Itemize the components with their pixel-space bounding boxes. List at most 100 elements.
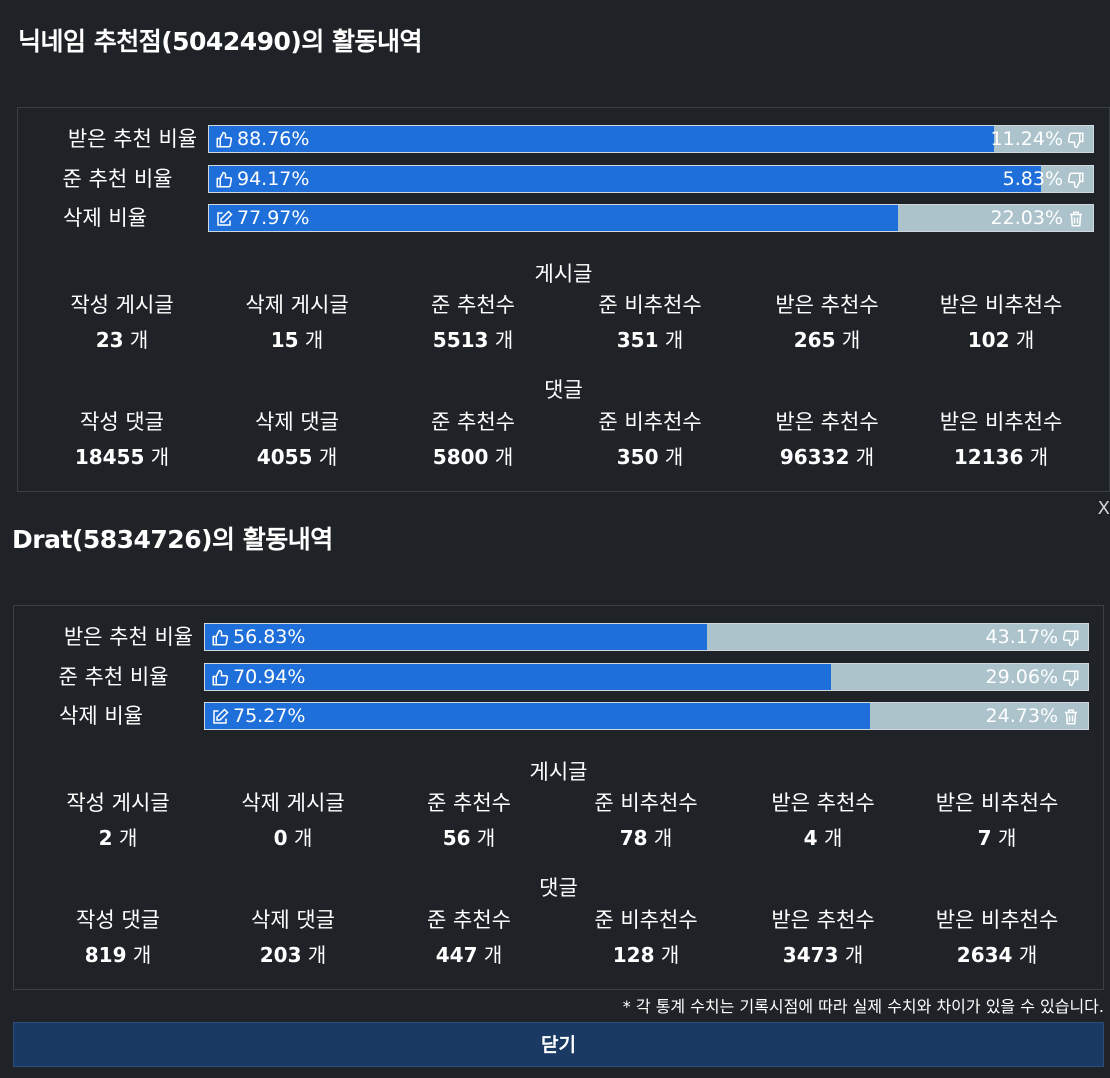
stat-label: 준 비추천수 [598,293,702,317]
stat-given-downvotes: 준 비추천수 78 개 [561,786,731,856]
stat-written-comments: 작성 댓글 18455 개 [37,405,207,475]
thumbs-down-icon [1062,668,1080,687]
stat-value: 5513 개 [432,328,514,352]
thumbs-down-icon [1067,170,1085,189]
ratio-positive: 94.17% [215,166,309,192]
ratio-label: 받은 추천 비율 [67,127,198,151]
ratio-label: 준 추천 비율 [58,665,169,689]
thumbs-up-icon [211,668,229,686]
edit-icon [211,707,229,725]
group-title-posts: 게시글 [534,262,593,286]
ratio-bar-fill [205,703,870,729]
stat-label: 받은 추천수 [775,410,879,434]
stat-value: 4055 개 [256,445,338,469]
ratio-positive: 77.97% [215,205,309,231]
stat-written-posts: 작성 게시글 23 개 [37,288,207,358]
ratio-bar-fill [209,126,994,152]
ratio-label: 삭제 비율 [63,206,147,230]
ratio-bar-fill [205,624,707,650]
stat-written-posts: 작성 게시글 2 개 [33,786,203,856]
stat-value: 2 개 [98,826,138,850]
thumbs-up-icon [211,628,229,646]
ratio-negative-text: 43.17% [985,626,1058,648]
thumbs-down-icon [1062,628,1080,647]
ratio-positive-text: 70.94% [233,666,306,688]
stat-value: 3473 개 [782,943,864,967]
user-title: 닉네임 추천점(5042490)의 활동내역 [18,27,423,56]
stat-label: 삭제 댓글 [255,410,339,434]
ratio-bar: 88.76% 11.24% [208,125,1094,153]
stat-value: 7 개 [977,826,1017,850]
thumbs-up-icon [215,130,233,148]
ratio-positive: 88.76% [215,126,309,152]
stat-value: 819 개 [84,943,152,967]
ratio-bar: 94.17% 5.83% [208,165,1094,193]
ratio-positive-text: 56.83% [233,626,306,648]
stat-value: 102 개 [967,328,1035,352]
thumbs-down-icon [1067,130,1085,149]
trash-icon [1062,707,1080,725]
stat-label: 받은 비추천수 [935,908,1059,932]
stat-value: 23 개 [95,328,149,352]
ratio-positive: 56.83% [211,624,305,650]
stat-value: 128 개 [612,943,680,967]
ratio-positive-text: 77.97% [237,207,310,229]
stat-deleted-comments: 삭제 댓글 4055 개 [212,405,382,475]
stat-value: 4 개 [803,826,843,850]
stat-given-upvotes: 준 추천수 5513 개 [388,288,558,358]
stat-given-upvotes: 준 추천수 447 개 [384,903,554,973]
stat-value: 0 개 [273,826,313,850]
stat-label: 작성 댓글 [80,410,164,434]
ratio-bar: 75.27% 24.73% [204,702,1089,730]
stat-value: 2634 개 [956,943,1038,967]
ratio-negative-text: 22.03% [990,207,1063,229]
stat-given-downvotes: 준 비추천수 350 개 [565,405,735,475]
stat-label: 작성 게시글 [66,791,170,815]
stat-label: 받은 추천수 [771,791,875,815]
stat-received-upvotes: 받은 추천수 3473 개 [738,903,908,973]
ratio-label: 준 추천 비율 [62,167,173,191]
stat-label: 준 비추천수 [598,410,702,434]
ratio-negative: 11.24% [991,126,1085,152]
stat-value: 203 개 [259,943,327,967]
ratio-negative-text: 24.73% [985,705,1058,727]
stat-label: 준 추천수 [427,908,511,932]
stat-received-upvotes: 받은 추천수 4 개 [738,786,908,856]
edit-icon [215,209,233,227]
trash-icon [1067,209,1085,227]
stat-label: 삭제 게시글 [245,293,349,317]
stat-value: 351 개 [616,328,684,352]
close-button[interactable]: 닫기 [13,1022,1104,1067]
ratio-negative: 29.06% [986,664,1080,690]
user-stats-panel-1: 받은 추천 비율 88.76% 11.24% 준 추천 비율 94.17% 5.… [17,107,1110,492]
stat-value: 265 개 [793,328,861,352]
ratio-negative: 24.73% [986,703,1080,729]
stat-label: 받은 비추천수 [935,791,1059,815]
stat-received-downvotes: 받은 비추천수 102 개 [916,288,1086,358]
stat-deleted-comments: 삭제 댓글 203 개 [208,903,378,973]
stat-value: 56 개 [442,826,496,850]
stat-value: 96332 개 [779,445,875,469]
stat-value: 447 개 [435,943,503,967]
stat-label: 준 추천수 [431,293,515,317]
ratio-label: 삭제 비율 [59,704,143,728]
group-title-comments: 댓글 [539,876,578,900]
stat-given-upvotes: 준 추천수 5800 개 [388,405,558,475]
ratio-negative-text: 29.06% [985,666,1058,688]
side-close-icon[interactable]: X [1097,498,1110,519]
stat-written-comments: 작성 댓글 819 개 [33,903,203,973]
ratio-bar-fill [205,664,832,690]
stat-value: 78 개 [619,826,673,850]
ratio-negative: 22.03% [991,205,1085,231]
ratio-negative: 5.83% [1003,166,1085,192]
ratio-label: 받은 추천 비율 [63,625,194,649]
stat-label: 준 추천수 [431,410,515,434]
ratio-bar-fill [209,166,1042,192]
group-title-comments: 댓글 [544,378,583,402]
group-title-posts: 게시글 [529,760,588,784]
stat-received-downvotes: 받은 비추천수 7 개 [912,786,1082,856]
stat-label: 작성 댓글 [76,908,160,932]
stat-deleted-posts: 삭제 게시글 15 개 [212,288,382,358]
ratio-bar: 56.83% 43.17% [204,623,1089,651]
ratio-positive-text: 94.17% [237,168,310,190]
